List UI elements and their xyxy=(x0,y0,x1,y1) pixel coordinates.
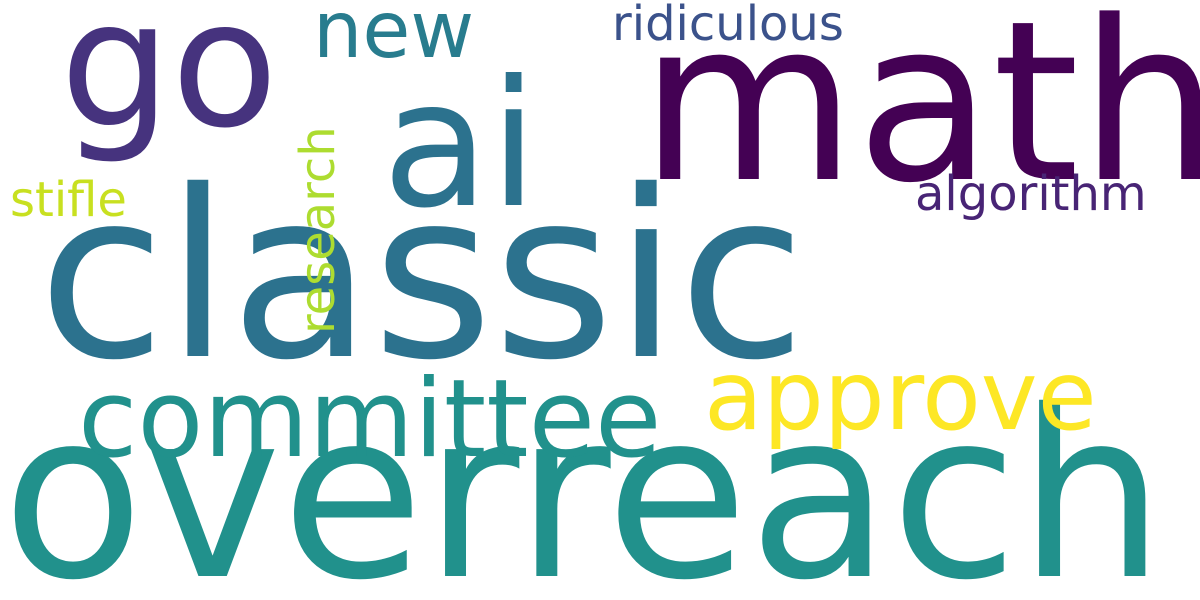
word-committee: committee xyxy=(78,357,662,482)
word-overreach: overreach xyxy=(2,361,1166,600)
word-stifle: stifle xyxy=(10,172,127,228)
word-approve: approve xyxy=(704,340,1097,452)
word-go: go xyxy=(60,0,279,167)
word-research: research xyxy=(290,126,346,334)
word-math: math xyxy=(640,0,1200,232)
word-ridiculous: ridiculous xyxy=(612,0,844,52)
word-new: new xyxy=(313,0,475,76)
word-classic: classic xyxy=(38,141,806,411)
word-ai: ai xyxy=(382,44,538,247)
word-algorithm: algorithm xyxy=(915,166,1147,222)
